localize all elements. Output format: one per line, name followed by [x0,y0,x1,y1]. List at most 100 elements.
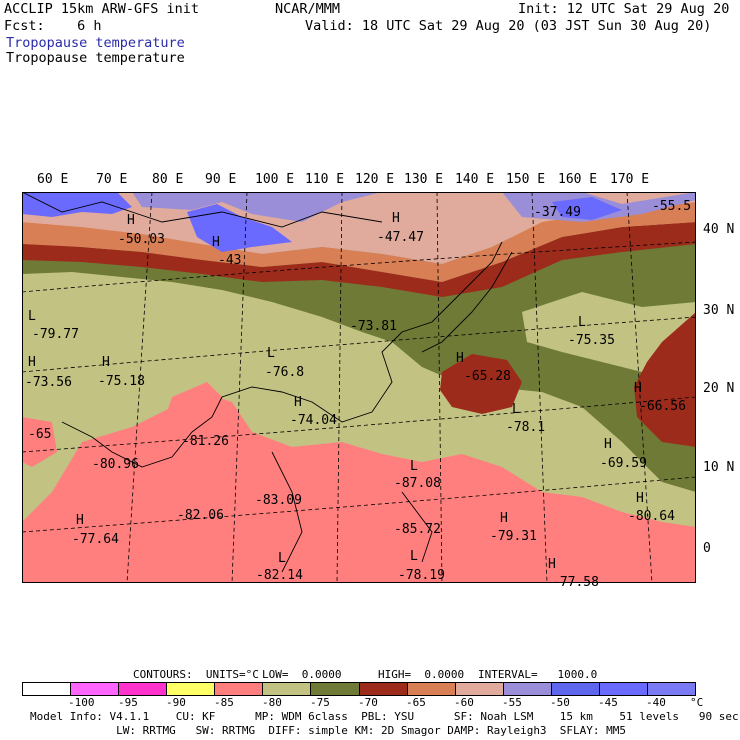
model-info-line-2: LW: RRTMG SW: RRTMG DIFF: simple KM: 2D … [30,724,627,737]
map-label-value: -66.56 [639,399,686,414]
map-label-value: -74.04 [290,413,337,428]
map-label-value: -78.19 [398,568,445,583]
colorbar-swatch [455,683,504,695]
colorbar-tick: -90 [166,696,186,709]
map-label-value: -85.72 [394,522,441,537]
shade-65-to-70-east [634,312,696,447]
colorbar-swatch [119,683,168,695]
map-label-value: -75.35 [568,333,615,348]
map-frame [22,192,696,583]
contour-high: HIGH= 0.0000 [378,668,465,681]
map-label-value: -37.49 [534,205,581,220]
colorbar-swatch [599,683,649,695]
map-label-value: -87.08 [394,476,441,491]
map-label-value: -82.14 [256,568,303,583]
map-label-value: -75.18 [98,374,145,389]
lon-label-70e: 70 E [96,172,128,187]
colorbar-tick: -40 [646,696,666,709]
map-label-value: -83.09 [255,493,302,508]
colorbar-tick: -80 [262,696,282,709]
colorbar-tick: -45 [598,696,618,709]
lat-label-30n: 30 N [703,303,735,318]
colorbar-swatch [71,683,120,695]
colorbar-tick: -75 [310,696,330,709]
map-label-value: -50.03 [118,232,165,247]
colorbar-swatch [503,683,552,695]
shade-45-to-50-central [187,204,292,252]
map-label-value: -55.5 [652,199,692,214]
map-label-low: L [278,551,286,566]
shade-70-to-75 [22,232,696,492]
lat-label-20n: 20 N [703,381,735,396]
contour-units: CONTOURS: UNITS=°C [133,668,259,681]
model-title: ACCLIP 15km ARW-GFS init [4,1,200,17]
colorbar-tick: -50 [550,696,570,709]
map-label-high: H [634,381,642,396]
lat-label-40n: 40 N [703,222,735,237]
map-label-value: -76.8 [265,365,305,380]
map-label-value: -65 [28,427,52,442]
shade-45-to-50-east [552,197,622,220]
map-label-value: -82.06 [177,508,224,523]
colorbar-swatch [23,683,72,695]
map-label-value: -69.59 [600,456,647,471]
colorbar-swatch [167,683,216,695]
map-label-high: H [28,355,36,370]
colorbar-swatch [551,683,600,695]
map-label-high: H [548,557,556,572]
map-label-high: H [127,213,135,228]
lon-label-90e: 90 E [205,172,237,187]
contour-low: LOW= 0.0000 [262,668,342,681]
lon-label-160e: 160 E [558,172,598,187]
tropopause-temperature-map [22,192,696,583]
colorbar-swatch [215,683,264,695]
colorbar-tick: -55 [502,696,522,709]
init-time: Init: 12 UTC Sat 29 Aug 20 [518,1,730,17]
map-label-value: -79.31 [490,529,537,544]
map-label-low: L [410,459,418,474]
colorbar-swatch [311,683,360,695]
map-label-high: H [604,437,612,452]
map-label-low: L [512,402,520,417]
map-label-low: L [28,309,36,324]
map-label-value: -73.81 [350,319,397,334]
shade-50-to-55 [22,192,696,222]
lon-label-120e: 120 E [355,172,395,187]
colorbar-tick: -65 [406,696,426,709]
lon-label-100e: 100 E [255,172,295,187]
lon-label-80e: 80 E [152,172,184,187]
lon-label-150e: 150 E [506,172,546,187]
shade-45-to-50-west [22,192,132,217]
colorbar-swatch [263,683,312,695]
map-label-low: L [267,346,275,361]
map-label-low: L [410,549,418,564]
map-label-value: -73.56 [25,375,72,390]
lon-label-60e: 60 E [37,172,69,187]
map-label-value: -80.96 [92,457,139,472]
lon-label-140e: 140 E [455,172,495,187]
colorbar-swatch [407,683,456,695]
lon-label-110e: 110 E [305,172,345,187]
colorbar-tick: -60 [454,696,474,709]
field-title-shaded: Tropopause temperature [6,35,185,51]
map-label-value: -79.77 [32,327,79,342]
colorbar-swatch [359,683,408,695]
graticule [22,192,696,583]
map-label-high: H [76,513,84,528]
shade-80-to-85-west [22,417,57,467]
colorbar-tick: -70 [358,696,378,709]
lat-label-10n: 10 N [703,460,735,475]
map-label-value: -81.26 [182,434,229,449]
shade-65-to-70-blob [440,354,522,414]
map-label-value: -78.1 [506,420,546,435]
institution-label: NCAR/MMM [275,1,341,17]
map-panel: H -50.03 H -43 H -47.47 -37.49 -55.5 L -… [22,192,696,589]
shade-80-to-85-india [167,382,222,427]
map-label-high: H [212,235,220,250]
map-label-value: -80.64 [628,509,675,524]
map-label-value: -65.28 [464,369,511,384]
colorbar-unit: °C [690,696,704,709]
lat-label-0: 0 [703,541,711,556]
lon-label-130e: 130 E [404,172,444,187]
map-label-high: H [456,351,464,366]
